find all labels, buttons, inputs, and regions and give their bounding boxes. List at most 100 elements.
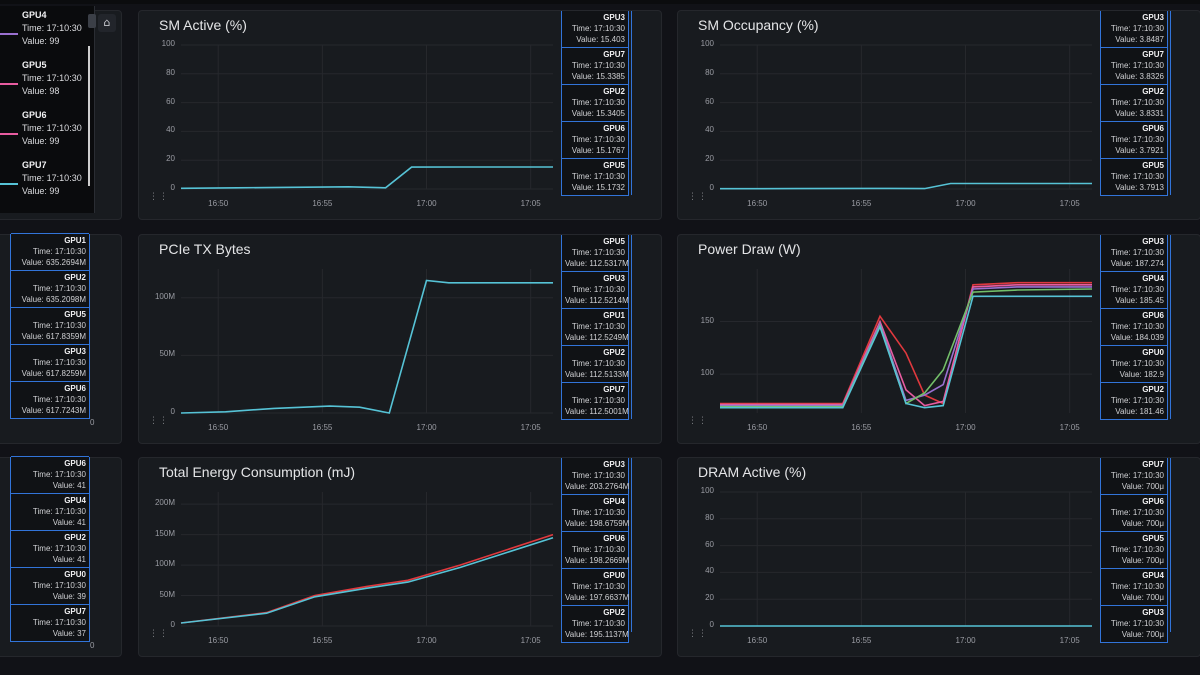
tooltip-time: Time: 17:10:30 bbox=[1110, 619, 1164, 628]
panel-menu-handle[interactable] bbox=[88, 14, 96, 28]
series-color-swatch bbox=[0, 83, 18, 85]
tooltip-entry: GPU6 Time: 17:10:30 Value: 700μ bbox=[1101, 494, 1167, 532]
tooltip-time: Time: 17:10:30 bbox=[571, 24, 625, 33]
tooltip-value: Value: 700μ bbox=[1121, 482, 1164, 491]
tooltip-value: Value: 39 bbox=[52, 592, 86, 601]
tooltip-entry: GPU6 Time: 17:10:30 Value: 198.2669M bbox=[562, 531, 629, 569]
tooltip-entry: GPU5 Time: 17:10:30 Value: 112.5317M bbox=[562, 235, 629, 272]
overlay-time: Time: 17:10:30 bbox=[22, 73, 82, 83]
tooltip-value: Value: 195.1137M bbox=[565, 630, 629, 639]
drag-handle-icon[interactable]: ⋮⋮ bbox=[688, 629, 708, 639]
tooltip-value: Value: 181.46 bbox=[1115, 407, 1164, 416]
x-tick-label: 17:00 bbox=[416, 423, 437, 432]
drag-handle-icon[interactable]: ⋮⋮ bbox=[688, 192, 708, 202]
overlay-time: Time: 17:10:30 bbox=[22, 173, 82, 183]
tooltip-gpu-name: GPU7 bbox=[603, 50, 625, 59]
tooltip-gpu-name: GPU7 bbox=[1142, 50, 1164, 59]
tooltip-value: Value: 700μ bbox=[1121, 519, 1164, 528]
overlay-tooltip-item: GPU7 Time: 17:10:30 Value: 99 bbox=[0, 160, 92, 206]
tooltip-gpu-name: GPU5 bbox=[64, 310, 86, 319]
tooltip-gpu-name: GPU2 bbox=[1142, 87, 1164, 96]
drag-handle-icon[interactable]: ⋮⋮ bbox=[688, 416, 708, 426]
tooltip-time: Time: 17:10:30 bbox=[571, 248, 625, 257]
tooltip-gpu-name: GPU6 bbox=[1142, 497, 1164, 506]
tooltip-value: Value: 700μ bbox=[1121, 593, 1164, 602]
tooltip-gpu-name: GPU7 bbox=[603, 385, 625, 394]
tooltip-value: Value: 3.8326 bbox=[1115, 72, 1164, 81]
tooltip-entry: GPU2 Time: 17:10:30 Value: 181.46 bbox=[1101, 382, 1167, 420]
panel-power-draw: Power Draw (W) 150 100 16:50 16:55 17:00 17:05… bbox=[677, 234, 1200, 444]
home-icon[interactable]: ⌂ bbox=[98, 14, 116, 32]
tooltip-value: Value: 3.8331 bbox=[1115, 109, 1164, 118]
tooltip-value: Value: 112.5001M bbox=[565, 407, 629, 416]
tooltip-entry: GPU6 Time: 17:10:30 Value: 617.7243M bbox=[11, 381, 89, 419]
tooltip-entry: GPU4 Time: 17:10:30 Value: 185.45 bbox=[1101, 271, 1167, 309]
panel-dram-active: DRAM Active (%) 100 80 60 40 20 0 16:50 16:55 17:… bbox=[677, 457, 1200, 657]
tooltip-time: Time: 17:10:30 bbox=[1110, 61, 1164, 70]
drag-handle-icon[interactable]: ⋮⋮ bbox=[149, 629, 169, 639]
plot-area bbox=[719, 44, 1092, 190]
y-tick-label: 40 bbox=[705, 125, 714, 135]
y-tick-label: 20 bbox=[705, 593, 714, 603]
plot-area bbox=[180, 269, 553, 414]
series-line bbox=[180, 533, 554, 624]
x-tick-label: 16:55 bbox=[312, 636, 333, 645]
tooltip-entry: GPU2 Time: 17:10:30 Value: 3.8331 bbox=[1101, 84, 1167, 122]
x-tick-label: 17:05 bbox=[520, 636, 541, 645]
tooltip-value: Value: 184.039 bbox=[1110, 333, 1164, 342]
panel-total-energy: Total Energy Consumption (mJ) 200M 150M 100… bbox=[138, 457, 662, 657]
tooltip-time: Time: 17:10:30 bbox=[32, 247, 86, 256]
y-tick-label: 40 bbox=[166, 125, 175, 135]
tooltip-gpu-name: GPU6 bbox=[64, 384, 86, 393]
y-tick-label: 60 bbox=[705, 96, 714, 106]
tooltip-time: Time: 17:10:30 bbox=[571, 322, 625, 331]
x-tick-label: 0 bbox=[90, 418, 95, 427]
tooltip-time: Time: 17:10:30 bbox=[1110, 545, 1164, 554]
x-tick-label: 17:00 bbox=[416, 636, 437, 645]
tooltip-time: Time: 17:10:30 bbox=[1110, 396, 1164, 405]
drag-handle-icon[interactable]: ⋮⋮ bbox=[149, 416, 169, 426]
tooltip-time: Time: 17:10:30 bbox=[1110, 135, 1164, 144]
tooltip-entry: GPU5 Time: 17:10:30 Value: 15.1732 bbox=[562, 158, 628, 196]
tooltip-gpu-name: GPU7 bbox=[1142, 460, 1164, 469]
tooltip-entry: GPU7 Time: 17:10:30 Value: 3.8326 bbox=[1101, 47, 1167, 85]
tooltip-gpu-name: GPU4 bbox=[1142, 274, 1164, 283]
tooltip-entry: GPU6 Time: 17:10:30 Value: 15.1767 bbox=[562, 121, 628, 159]
overlay-value: Value: 98 bbox=[22, 86, 60, 96]
y-tick-label: 100M bbox=[154, 291, 175, 301]
tooltip-entry: GPU3 Time: 17:10:30 Value: 15.403 bbox=[562, 11, 628, 48]
tooltip-time: Time: 17:10:30 bbox=[1110, 24, 1164, 33]
hover-tooltip-stack: GPU5 Time: 17:10:30 Value: 112.5317M GPU3 Ti… bbox=[561, 235, 629, 420]
y-tick-label: 100 bbox=[700, 368, 714, 378]
overlay-value: Value: 99 bbox=[22, 186, 60, 196]
y-tick-label: 150M bbox=[154, 528, 175, 538]
tooltip-value: Value: 41 bbox=[52, 518, 86, 527]
x-tick-label: 17:00 bbox=[416, 199, 437, 208]
plot-area bbox=[180, 44, 553, 190]
tooltip-gpu-name: GPU6 bbox=[64, 459, 86, 468]
x-tick-label: 0 bbox=[90, 641, 95, 650]
tooltip-time: Time: 17:10:30 bbox=[571, 98, 625, 107]
overlay-value: Value: 99 bbox=[22, 36, 60, 46]
overlay-gpu-name: GPU4 bbox=[22, 10, 47, 20]
y-tick-label: 80 bbox=[705, 67, 714, 77]
tooltip-gpu-name: GPU2 bbox=[603, 87, 625, 96]
tooltip-time: Time: 17:10:30 bbox=[1110, 248, 1164, 257]
tooltip-gpu-name: GPU5 bbox=[1142, 161, 1164, 170]
tooltip-entry: GPU0 Time: 17:10:30 Value: 197.6637M bbox=[562, 568, 629, 606]
tooltip-time: Time: 17:10:30 bbox=[571, 396, 625, 405]
panel-title: Total Energy Consumption (mJ) bbox=[159, 464, 356, 480]
hover-cursor-line bbox=[1170, 11, 1171, 195]
series-line bbox=[719, 182, 1092, 190]
drag-handle-icon[interactable]: ⋮⋮ bbox=[149, 192, 169, 202]
tooltip-value: Value: 112.5214M bbox=[565, 296, 629, 305]
tooltip-value: Value: 15.1732 bbox=[571, 183, 625, 192]
y-tick-label: 100 bbox=[700, 39, 714, 48]
series-color-swatch bbox=[0, 133, 18, 135]
y-tick-label: 40 bbox=[705, 566, 714, 576]
x-tick-label: 17:05 bbox=[520, 199, 541, 208]
x-tick-label: 16:50 bbox=[747, 423, 768, 432]
hover-cursor-line bbox=[631, 235, 632, 419]
tooltip-value: Value: 185.45 bbox=[1115, 296, 1164, 305]
y-tick-label: 60 bbox=[166, 96, 175, 106]
